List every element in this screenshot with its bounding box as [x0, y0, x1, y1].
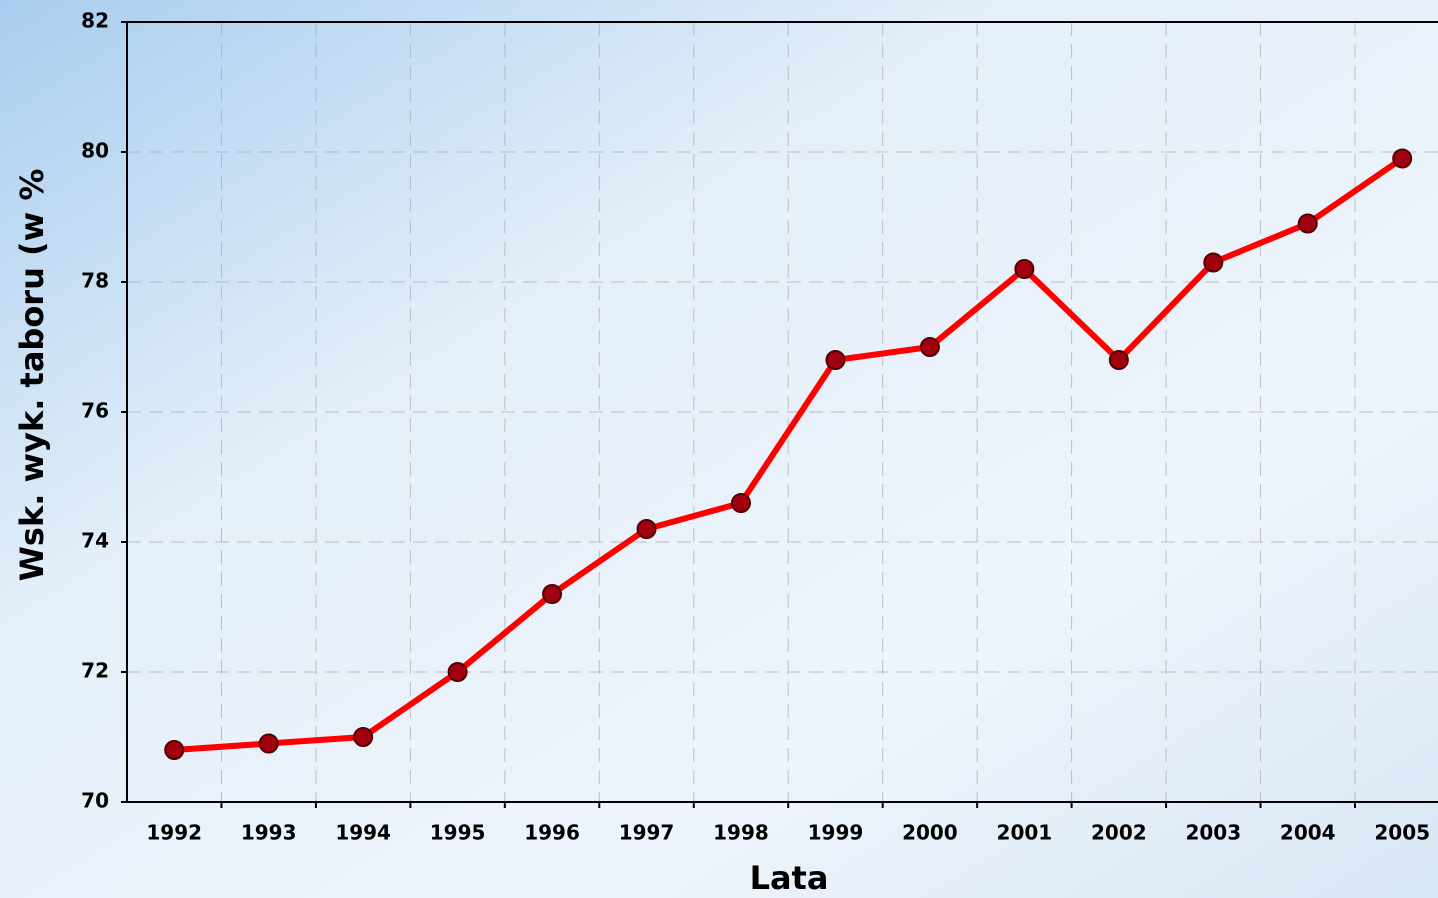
x-tick-label: 1994 [335, 821, 391, 845]
x-tick-label: 2001 [997, 821, 1053, 845]
data-point [260, 735, 278, 753]
data-point [1110, 351, 1128, 369]
x-tick-label: 2004 [1280, 821, 1336, 845]
data-point [449, 663, 467, 681]
background [0, 0, 1438, 898]
chart: Lata Wsk. wyk. taboru (w % 70 72 74 76 78 80 8… [0, 0, 1438, 898]
data-point [165, 741, 183, 759]
data-point [826, 351, 844, 369]
x-tick-label: 1996 [524, 821, 580, 845]
data-point [1015, 260, 1033, 278]
data-point [1299, 215, 1317, 233]
x-tick-label: 2000 [902, 821, 958, 845]
x-tick-label: 1995 [430, 821, 486, 845]
page: Lata Wsk. wyk. taboru (w % 70 72 74 76 78 80 8… [0, 0, 1438, 898]
x-tick-label: 1993 [241, 821, 297, 845]
x-tick-label: 2003 [1185, 821, 1241, 845]
x-tick-label: 1998 [713, 821, 769, 845]
y-tick-label: 78 [81, 269, 109, 293]
y-tick-label: 70 [81, 789, 109, 813]
x-tick-label: 1999 [808, 821, 864, 845]
x-tick-label: 1997 [619, 821, 675, 845]
x-tick-label: 2005 [1374, 821, 1430, 845]
x-tick-label: 1992 [146, 821, 202, 845]
y-tick-label: 82 [81, 9, 109, 33]
data-point [921, 338, 939, 356]
y-axis-title: Wsk. wyk. taboru (w % [13, 169, 51, 582]
y-tick-label: 72 [81, 659, 109, 683]
data-point [732, 494, 750, 512]
y-tick-label: 74 [81, 529, 109, 553]
data-point [1204, 254, 1222, 272]
y-tick-label: 76 [81, 399, 109, 423]
data-point [354, 728, 372, 746]
y-tick-label: 80 [81, 139, 109, 163]
x-axis-title: Lata [750, 859, 829, 897]
x-tick-label: 2002 [1091, 821, 1147, 845]
data-point [638, 520, 656, 538]
data-point [1393, 150, 1411, 168]
data-point [543, 585, 561, 603]
